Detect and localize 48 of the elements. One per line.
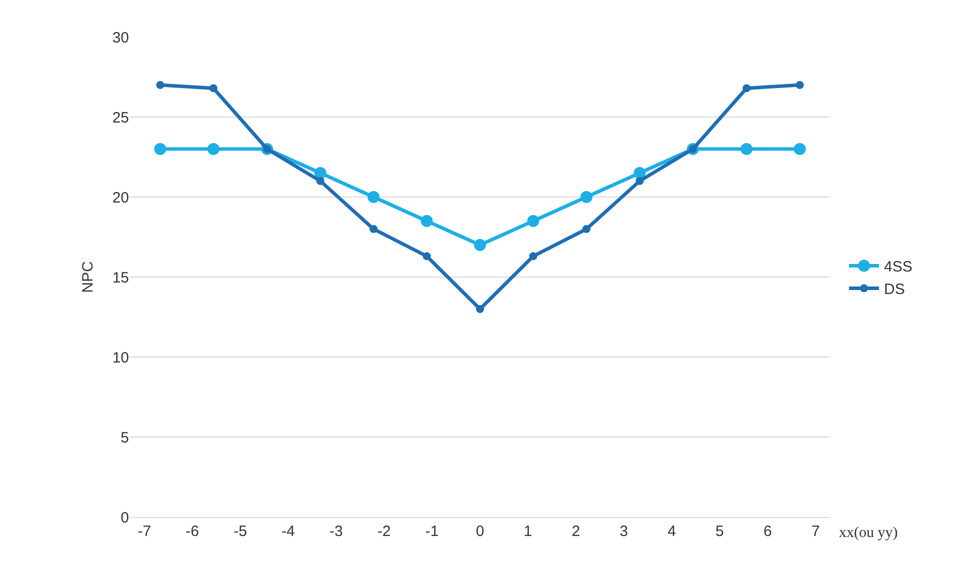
point — [420, 215, 433, 227]
x-tick-label: -2 — [377, 523, 391, 540]
point — [582, 225, 590, 233]
y-tick-label: 10 — [112, 349, 129, 366]
x-tick-label: -4 — [282, 523, 295, 540]
x-tick-label: 4 — [668, 523, 676, 540]
point — [529, 252, 538, 260]
y-tick-label: 20 — [112, 189, 129, 206]
legend-label: DS — [884, 281, 905, 298]
x-tick-label: 3 — [620, 523, 628, 540]
x-tick-label: -3 — [329, 523, 343, 540]
point — [796, 81, 804, 89]
point — [207, 143, 220, 155]
y-tick-label: 5 — [120, 429, 129, 446]
legend-label: 4SS — [884, 258, 912, 276]
point — [636, 177, 644, 185]
point — [794, 143, 806, 155]
point — [476, 305, 484, 313]
point — [742, 84, 751, 92]
point — [740, 143, 753, 155]
y-tick-label: 0 — [120, 509, 129, 526]
y-tick-label: 25 — [112, 109, 129, 126]
x-tick-label: -6 — [186, 523, 199, 540]
x-tick-label: 6 — [764, 523, 772, 540]
point — [154, 143, 166, 155]
x-tick-label: 5 — [716, 523, 724, 540]
x-tick-label: -1 — [425, 523, 439, 540]
x-tick-label: -7 — [138, 523, 152, 540]
point — [474, 239, 486, 251]
point — [368, 191, 380, 203]
y-axis-title: NPC — [80, 261, 97, 293]
point — [634, 167, 646, 179]
point — [527, 215, 540, 227]
point — [580, 191, 592, 203]
point — [370, 225, 378, 233]
x-tick-label: 1 — [524, 523, 532, 540]
point — [316, 177, 324, 185]
x-tick-label: 2 — [572, 523, 580, 540]
point — [156, 81, 164, 89]
point — [314, 167, 326, 179]
point — [422, 252, 431, 260]
y-tick-label: 15 — [112, 269, 129, 286]
point — [209, 84, 218, 92]
x-axis-title: xx(ou yy) — [839, 525, 898, 541]
x-tick-label: 0 — [476, 523, 484, 540]
x-tick-label: -5 — [234, 523, 247, 540]
x-tick-label: 7 — [811, 523, 820, 540]
y-tick-label: 30 — [112, 29, 129, 46]
